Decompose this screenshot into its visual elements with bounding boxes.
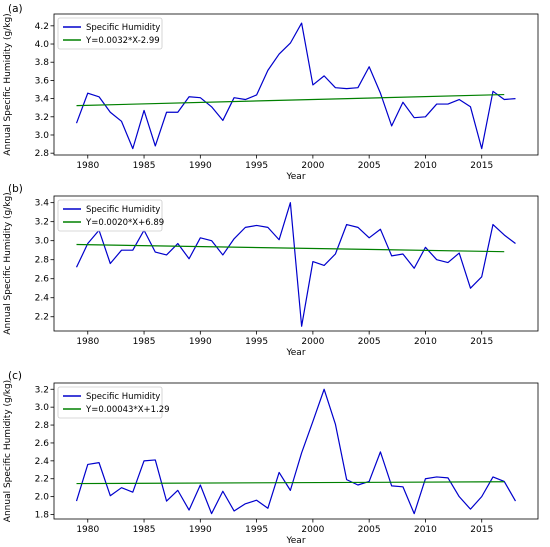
panel-c-ytick-label: 1.8 (35, 511, 50, 521)
panel-c-label: (c) (8, 370, 22, 382)
panel-b-ytick-label: 3.2 (35, 218, 49, 228)
panel-c-xtick-label: 1990 (189, 525, 212, 535)
panel-a-ytick-label: 3.0 (35, 131, 50, 141)
panel-b-ylabel: Annual Specific Humidity (g/kg) (3, 192, 13, 334)
panel-a-legend: Specific Humidity Y=0.0032*X-2.99 (57, 17, 163, 50)
panel-a-label: (a) (8, 3, 23, 15)
panel-a-ytick-label: 3.6 (35, 76, 50, 86)
panel-a: (a) 1980 1985 1990 1995 2000 2005 2010 2015 2.8 3.… (3, 3, 539, 182)
panel-a-xtick-label: 1985 (133, 161, 156, 171)
panel-a-ytick-label: 2.8 (35, 149, 50, 159)
panel-b-humidity-line (75, 202, 516, 327)
panel-c-ytick-label: 2.0 (35, 493, 50, 503)
panel-c-xtick-label: 2005 (358, 525, 381, 535)
panel-a-legend-label: Specific Humidity (86, 23, 160, 33)
panel-b-frame (53, 195, 539, 332)
panel-b-ytick-label: 3.4 (35, 199, 50, 209)
panel-b-legend-label: Y=0.0020*X+6.89 (85, 218, 164, 228)
panel-c-legend-label: Y=0.00043*X+1.29 (85, 405, 170, 415)
panel-b-xlabel: Year (285, 348, 305, 358)
panel-a-legend-label: Y=0.0032*X-2.99 (85, 36, 160, 46)
panel-b-ytick-label: 2.8 (35, 256, 50, 266)
panel-b-legend-label: Specific Humidity (86, 205, 160, 215)
panel-b-xtick-label: 2000 (301, 337, 324, 347)
panel-a-ytick-label: 3.8 (35, 58, 50, 68)
panel-a-ytick-label: 3.4 (35, 95, 50, 105)
panel-a-humidity-line (75, 22, 516, 150)
panel-b-xtick-label: 2005 (358, 337, 381, 347)
panel-c: (c) 1980 1985 1990 1995 2000 2005 2010 2015 1.8 2.… (3, 370, 539, 546)
panel-c-ytick-label: 2.8 (35, 421, 50, 431)
panel-c-ytick-label: 2.6 (35, 439, 50, 449)
panel-c-xtick-label: 1995 (245, 525, 268, 535)
panel-a-xlabel: Year (285, 172, 305, 182)
panel-a-xtick-label: 2000 (301, 161, 324, 171)
panel-c-ytick-label: 2.4 (35, 457, 50, 467)
panel-b-ytick-label: 2.2 (35, 313, 49, 323)
panel-b-ytick-label: 2.6 (35, 275, 50, 285)
panel-c-xtick-label: 2000 (301, 525, 324, 535)
panel-b: (b) 1980 1985 1990 1995 2000 2005 2010 2015 2.2 2.… (3, 183, 539, 358)
panel-c-xtick-label: 1980 (76, 525, 99, 535)
panel-a-xtick-label: 1990 (189, 161, 212, 171)
panel-c-ytick-label: 2.2 (35, 475, 49, 485)
panel-b-trend-line (76, 243, 505, 253)
panel-a-xtick-label: 1980 (76, 161, 99, 171)
panel-a-ytick-label: 4.2 (35, 22, 49, 32)
panel-c-xtick-label: 2010 (414, 525, 437, 535)
panel-b-label: (b) (8, 183, 23, 195)
panel-c-ytick-label: 3.2 (35, 385, 49, 395)
panel-b-xtick-label: 1995 (245, 337, 268, 347)
panel-c-xlabel: Year (285, 536, 305, 546)
panel-b-ytick-label: 3.0 (35, 237, 50, 247)
panel-c-humidity-line (75, 388, 517, 515)
panel-a-trend-line (76, 93, 505, 107)
panel-c-xtick-label: 2015 (470, 525, 493, 535)
panel-b-xtick-label: 1980 (76, 337, 99, 347)
panel-a-xtick-label: 2005 (358, 161, 381, 171)
panel-a-xtick-label: 2015 (470, 161, 493, 171)
panel-b-ytick-label: 2.4 (35, 294, 50, 304)
panel-a-ylabel: Annual Specific Humidity (g/kg) (3, 13, 13, 155)
panel-c-ytick-label: 3.0 (35, 403, 50, 413)
panel-c-xtick-label: 1985 (133, 525, 156, 535)
panel-b-legend-box (57, 199, 163, 232)
panel-c-trend-line (76, 481, 505, 485)
panel-b-xtick-label: 1990 (189, 337, 212, 347)
panel-a-xtick-label: 1995 (245, 161, 268, 171)
panel-c-legend: Specific Humidity Y=0.00043*X+1.29 (57, 386, 170, 419)
panel-a-ytick-label: 3.2 (35, 113, 49, 123)
panel-b-xtick-label: 2010 (414, 337, 437, 347)
panel-b-xtick-label: 2015 (470, 337, 493, 347)
panel-a-ytick-label: 4.0 (35, 40, 50, 50)
panel-c-frame (53, 382, 539, 520)
panel-c-legend-box (57, 386, 163, 419)
panel-b-legend: Specific Humidity Y=0.0020*X+6.89 (57, 199, 164, 232)
panel-c-ylabel: Annual Specific Humidity (g/kg) (3, 380, 13, 522)
panel-a-legend-box (57, 17, 163, 50)
panel-c-legend-label: Specific Humidity (86, 392, 160, 402)
panel-a-xtick-label: 2010 (414, 161, 437, 171)
panel-b-xtick-label: 1985 (133, 337, 156, 347)
panel-a-frame (53, 13, 539, 156)
